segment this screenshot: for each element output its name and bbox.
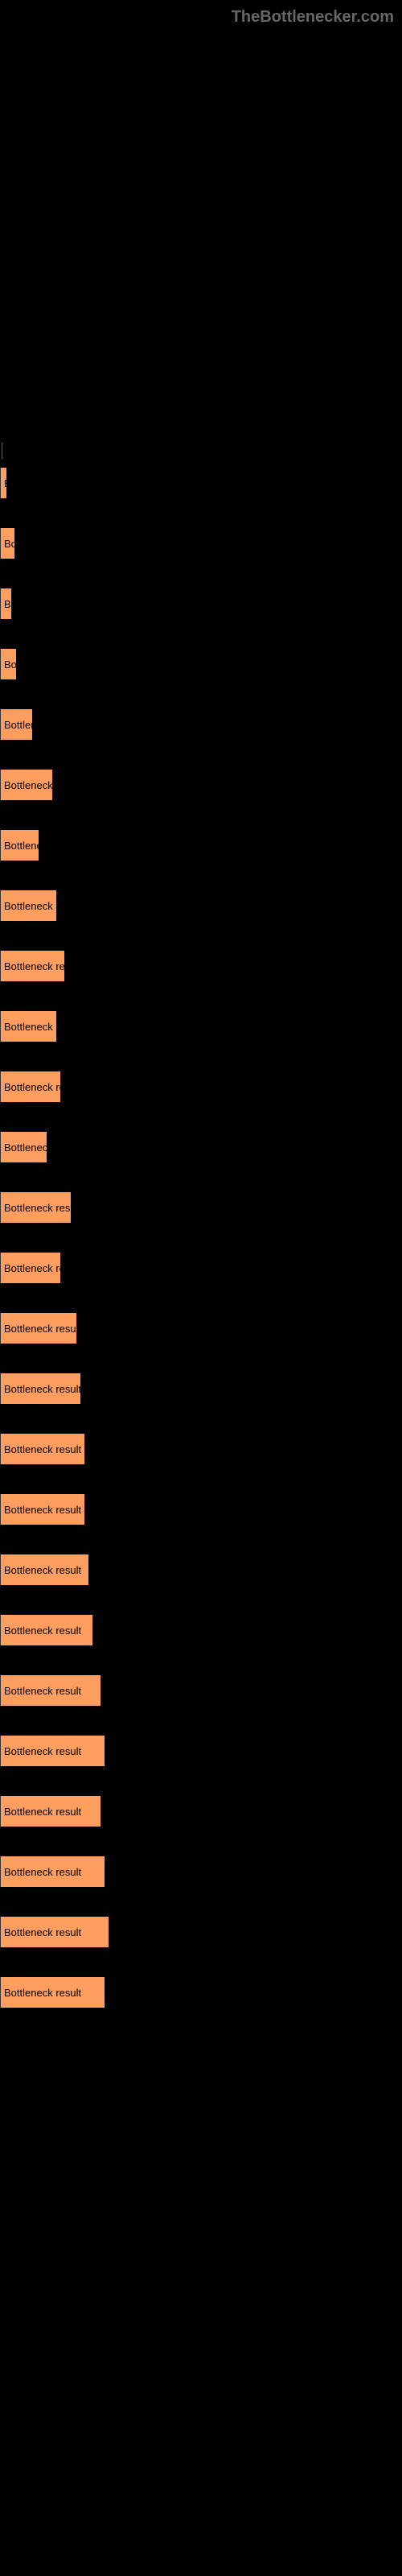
bar-row: Bottleneck result	[0, 1856, 402, 1888]
chart-bar: B	[0, 588, 11, 619]
chart-bar: B	[0, 468, 6, 498]
bar-row: Bottlene	[0, 829, 402, 861]
bar-label: Bottleneck result	[4, 960, 64, 972]
bar-label: Bottleneck re	[4, 900, 56, 912]
bar-label: Bottleneck result	[4, 1685, 81, 1697]
bar-row: B	[0, 588, 402, 620]
bar-label: Bo	[4, 658, 16, 671]
bar-row: B	[0, 467, 402, 499]
bar-row: Bottleneck result	[0, 1916, 402, 1948]
chart-bar: Bottleneck result	[0, 951, 64, 981]
bar-label: Bottleneck result	[4, 1443, 81, 1455]
watermark-text: TheBottlenecker.com	[232, 8, 394, 27]
chart-bar: Bottlene	[0, 830, 39, 861]
bar-label: Bottleneck result	[4, 1323, 76, 1335]
bar-row: Bottleneck result	[0, 1674, 402, 1707]
bar-label: B	[4, 477, 6, 489]
chart-bar: Bottleneck result	[0, 1856, 105, 1887]
bar-row: Bottleneck r	[0, 769, 402, 801]
chart-bar: Bottleneck result	[0, 1192, 71, 1223]
bar-label: Bottleneck result	[4, 1624, 81, 1637]
chart-bar: Bottleneck result	[0, 1615, 92, 1645]
bar-row: Bottleneck result	[0, 1433, 402, 1465]
bar-label: Bottleneck result	[4, 1564, 81, 1576]
chart-bar: Bottleneck	[0, 1132, 47, 1162]
chart-bar: Bottleneck res	[0, 1253, 60, 1283]
chart-bar: Bottleneck result	[0, 1494, 84, 1525]
chart-bar: Bottleneck result	[0, 1796, 100, 1827]
chart-bar: Bottleneck result	[0, 1675, 100, 1706]
bar-row: Bottleneck result	[0, 950, 402, 982]
chart-bar: Bottleneck result	[0, 1977, 105, 2008]
bar-label: Bottleneck res	[4, 1081, 60, 1093]
bar-row: Bo	[0, 648, 402, 680]
chart-bar: Bottleneck re	[0, 1011, 56, 1042]
bar-row: Bottleneck re	[0, 890, 402, 922]
bar-label: Bottleneck result	[4, 1806, 81, 1818]
bar-row: Bottleneck result	[0, 1191, 402, 1224]
bar-label: Bottleneck result	[4, 1866, 81, 1878]
bar-row: Bottleneck re	[0, 1010, 402, 1042]
chart-bar: Bo	[0, 528, 14, 559]
bar-label: Bottlene	[4, 840, 39, 852]
chart-bar: Bottlen	[0, 709, 32, 740]
bar-row: Bottleneck result	[0, 1554, 402, 1586]
chart-bar: Bottleneck result	[0, 1313, 76, 1344]
bar-label: Bottleneck result	[4, 1926, 81, 1938]
bar-row: Bottleneck result	[0, 1312, 402, 1344]
bar-row: Bottleneck	[0, 1131, 402, 1163]
chart-bar: Bottleneck re	[0, 890, 56, 921]
bar-row: Bottleneck result	[0, 1795, 402, 1827]
chart-bar: Bottleneck result	[0, 1373, 80, 1404]
bar-row: Bo	[0, 527, 402, 559]
chart-bar: Bottleneck res	[0, 1071, 60, 1102]
bar-label: Bottleneck r	[4, 779, 52, 791]
bar-label: Bottleneck res	[4, 1262, 60, 1274]
bar-label: B	[4, 598, 11, 610]
bar-row: Bottlen	[0, 708, 402, 741]
bar-row: Bottleneck result	[0, 1976, 402, 2008]
bar-label: Bottleneck result	[4, 1383, 80, 1395]
chart-bar: Bottleneck result	[0, 1554, 88, 1585]
axis-marker	[2, 443, 402, 459]
chart-bar: Bottleneck result	[0, 1917, 109, 1947]
bar-row: Bottleneck res	[0, 1071, 402, 1103]
bar-label: Bo	[4, 538, 14, 550]
chart-bar: Bottleneck result	[0, 1434, 84, 1464]
bar-row: Bottleneck res	[0, 1252, 402, 1284]
chart-bar: Bo	[0, 649, 16, 679]
chart-bar: Bottleneck r	[0, 770, 52, 800]
bar-row: Bottleneck result	[0, 1493, 402, 1525]
chart-bar: Bottleneck result	[0, 1736, 105, 1766]
bar-label: Bottleneck re	[4, 1021, 56, 1033]
bar-label: Bottleneck result	[4, 1745, 81, 1757]
bar-row: Bottleneck result	[0, 1373, 402, 1405]
bar-row: Bottleneck result	[0, 1614, 402, 1646]
bar-label: Bottleneck result	[4, 1987, 81, 1999]
bar-label: Bottleneck	[4, 1141, 47, 1154]
bar-label: Bottlen	[4, 719, 32, 731]
bar-chart: B Bo B Bo Bottlen Bottleneck r Bottlene Bottlen…	[0, 0, 402, 2008]
bar-row: Bottleneck result	[0, 1735, 402, 1767]
bar-label: Bottleneck result	[4, 1504, 81, 1516]
bar-label: Bottleneck result	[4, 1202, 71, 1214]
